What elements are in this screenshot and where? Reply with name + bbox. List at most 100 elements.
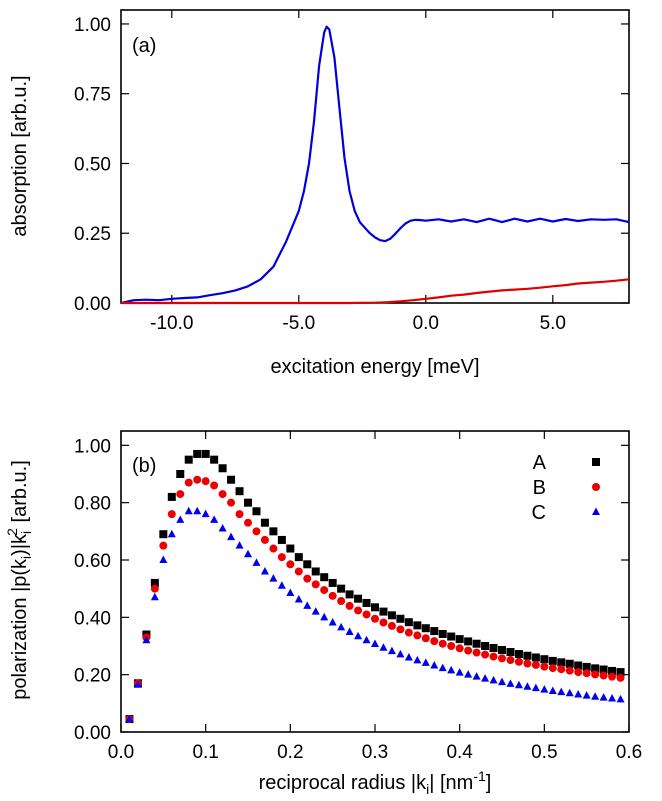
data-point-B: [354, 606, 363, 615]
panel-b-y-tick-label: 0.20: [74, 666, 111, 687]
data-point-C: [311, 607, 320, 615]
data-point-C: [210, 515, 219, 523]
panel-b-x-tick-label: 0.1: [192, 742, 218, 763]
data-point-A: [227, 475, 236, 484]
data-point-B: [523, 659, 532, 668]
data-point-C: [184, 506, 193, 515]
data-point-A: [498, 646, 506, 655]
panel-a-x-axis-label: excitation energy [meV]: [271, 356, 480, 378]
data-point-A: [438, 629, 447, 638]
panel-a-y-tick-label: 0.75: [74, 85, 111, 106]
y-label-part2: )|k: [9, 533, 31, 556]
data-point-C: [345, 627, 354, 635]
data-point-B: [193, 475, 202, 484]
data-point-B: [447, 642, 456, 650]
data-point-C: [201, 509, 210, 518]
data-point-C: [421, 658, 430, 666]
data-point-A: [269, 527, 278, 536]
panel-a-absorption-chart: -10.0 -5.0 0.0 5.00.000.250.500.751.00 (a) …: [9, 9, 630, 378]
panel-a-y-axis-label: absorption [arb.u.]: [9, 75, 31, 236]
data-point-A: [176, 470, 185, 478]
data-point-C: [464, 670, 473, 678]
data-point-C: [506, 679, 515, 687]
panel-b-x-tick-label: 0.5: [531, 742, 557, 763]
data-point-A: [277, 535, 286, 544]
x-label-mid: | [nm: [429, 772, 473, 794]
data-point-A: [235, 487, 244, 496]
panel-a-series: [120, 25, 630, 305]
series-C: [125, 506, 625, 723]
data-point-A: [582, 662, 591, 671]
data-point-A: [337, 584, 346, 593]
data-point-A: [616, 668, 625, 677]
data-point-A: [379, 607, 388, 616]
data-point-B: [506, 656, 515, 665]
data-point-A: [421, 624, 430, 633]
y-label-subscript2: i: [18, 531, 34, 534]
panel-b-x-tick-label: 0.0: [108, 742, 134, 763]
data-point-B: [565, 666, 574, 675]
panel-b-y-axis-label: polarization |p(ki)|ki2 [arb.u.]: [4, 460, 34, 700]
data-point-B: [591, 670, 600, 679]
data-point-A: [557, 658, 566, 667]
panel-a-y-tick-label: 0.00: [74, 294, 111, 315]
data-point-B: [430, 637, 439, 646]
data-point-B: [582, 669, 591, 678]
data-point-B: [421, 634, 430, 643]
data-point-A: [472, 639, 481, 648]
panel-b-x-tick-label: 0.4: [446, 742, 473, 763]
x-label-subscript: i: [426, 781, 429, 797]
data-point-B: [379, 618, 388, 627]
data-point-C: [320, 612, 329, 621]
data-point-B: [252, 527, 261, 536]
panel-b-y-tick-label: 0.00: [74, 723, 111, 744]
legend-marker-A: [592, 458, 600, 466]
data-point-C: [354, 631, 363, 640]
data-point-A: [303, 560, 312, 569]
data-point-C: [396, 649, 405, 658]
x-label-end: ]: [486, 772, 492, 794]
data-point-A: [371, 603, 379, 612]
data-point-C: [379, 643, 388, 651]
data-point-A: [328, 578, 337, 587]
data-point-C: [235, 541, 244, 549]
panel-a-x-tick-label: -5.0: [282, 313, 315, 334]
data-point-C: [337, 622, 346, 631]
data-point-A: [260, 518, 269, 527]
data-point-B: [489, 652, 498, 661]
data-point-C: [481, 674, 490, 682]
data-point-C: [125, 714, 134, 723]
data-point-C: [574, 689, 583, 698]
y-label-subscript1: i: [18, 556, 34, 559]
panel-a-frame: [120, 9, 630, 304]
data-point-C: [582, 691, 591, 699]
data-point-B: [557, 665, 566, 674]
data-point-A: [455, 635, 464, 644]
data-point-C: [523, 682, 532, 690]
data-point-C: [565, 688, 574, 697]
data-point-A: [362, 599, 371, 607]
legend-label-A: A: [533, 452, 547, 474]
data-point-B: [599, 671, 608, 680]
panel-a-x-tick-label: 5.0: [540, 313, 566, 334]
data-point-A: [354, 594, 363, 603]
data-point-B: [235, 510, 244, 519]
data-point-B: [548, 664, 557, 673]
data-point-C: [176, 515, 185, 523]
data-point-A: [244, 498, 252, 507]
data-point-C: [489, 675, 498, 684]
data-point-B: [404, 628, 413, 637]
data-point-B: [531, 660, 540, 669]
data-point-A: [514, 650, 523, 659]
data-point-C: [294, 595, 303, 603]
panel-b-x-tick-label: 0.6: [616, 742, 642, 763]
data-point-A: [210, 455, 219, 464]
data-point-B: [150, 584, 159, 593]
panel-b-ticks: 0.0 0.1 0.2 0.3 0.4 0.5 0.6 0.00 0.20 0.40 0.60 0.8…: [74, 431, 642, 763]
data-point-B: [167, 510, 176, 519]
data-point-B: [472, 648, 481, 657]
panel-b-label: (b): [132, 455, 156, 477]
data-point-B: [227, 498, 236, 507]
data-point-B: [540, 662, 549, 671]
data-point-B: [159, 541, 168, 550]
